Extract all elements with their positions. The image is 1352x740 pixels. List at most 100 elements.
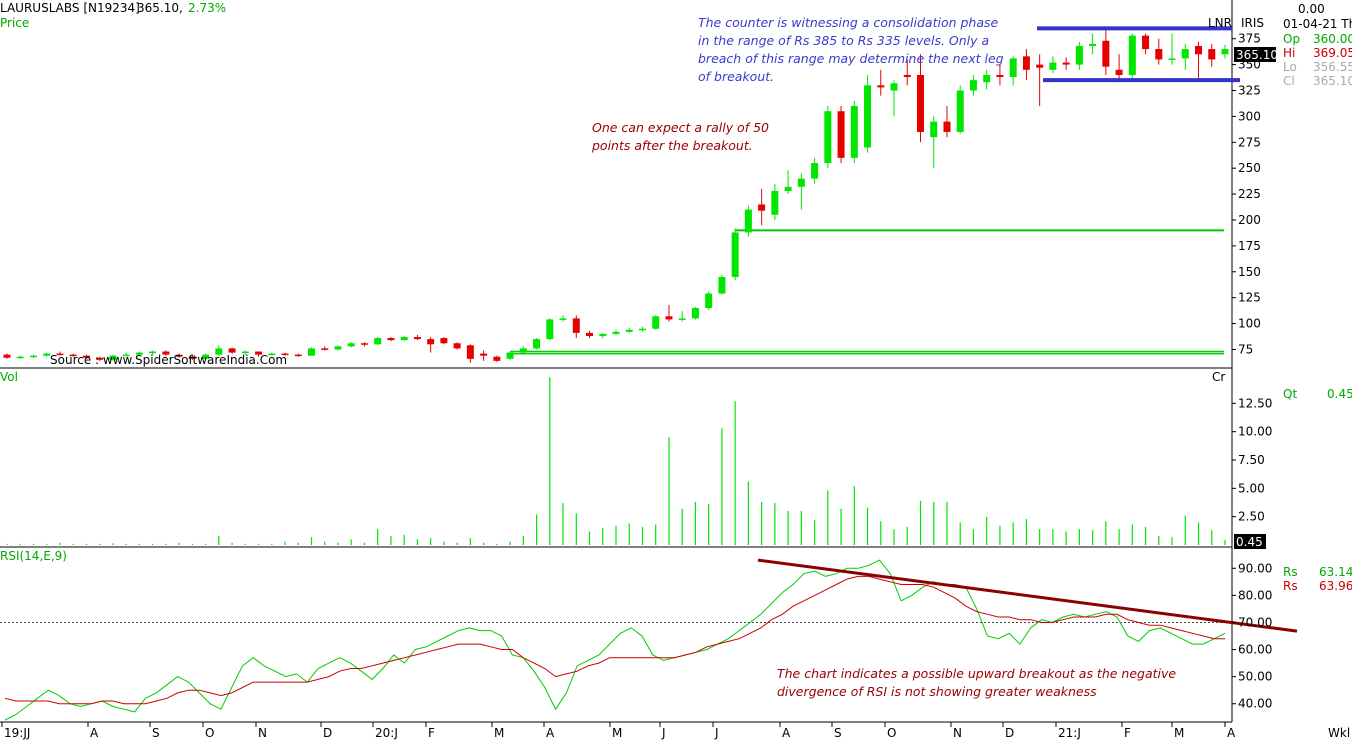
rsi-lines [0,558,1298,721]
price-tick-label: 225 [1238,187,1261,201]
candle-body [599,333,607,336]
candle-body [387,338,395,341]
candle-body [612,331,620,334]
open-label: Op [1283,32,1300,46]
last-price-box [1234,47,1276,62]
candle-body [652,316,660,329]
time-tick-label: O [205,726,214,740]
rsi-signal-value: 63.96 [1319,579,1352,593]
time-tick-label: F [428,726,435,740]
rsi-note-line-2: divergence of RSI is not showing greater… [777,684,1097,699]
consolidation-line-2: in the range of Rs 385 to Rs 335 levels.… [698,33,989,48]
support-lines [510,229,1224,355]
rsi-tick-label: 40.00 [1238,697,1272,711]
candle-body [427,339,435,345]
consolidation-line-4: of breakout. [698,69,774,84]
candle-body [16,356,24,359]
chart-symbol: LAURUSLABS [N19234] [0,1,140,15]
candle-body [321,348,329,350]
volume-tick-label: 12.50 [1238,396,1272,410]
price-tick-label: 250 [1238,161,1261,175]
rsi-tick-label: 70.00 [1238,615,1272,629]
candle-body [202,354,210,359]
candle-body [1208,49,1216,60]
rsi-annotation: The chart indicates a possible upward br… [777,666,1176,699]
candle-body [533,339,541,349]
candle-body [784,186,792,191]
candle-body [1115,69,1123,75]
candle-body [1075,45,1083,65]
candle-body [480,353,488,356]
candle-body [996,74,1004,78]
volume-tick-label: 2.50 [1238,510,1265,524]
candle-body [1009,58,1017,78]
candle-body [546,319,554,340]
candle-body [82,355,90,358]
lnr-label: LNR [1208,16,1232,30]
price-tick-label: 275 [1238,135,1261,149]
candle-body [400,337,408,341]
candle-body [241,351,249,354]
candle-body [1168,58,1176,60]
rsi-signal-line [4,575,1225,705]
candle-body [1181,49,1189,59]
price-tick-label: 375 [1238,32,1261,46]
candle-body [731,232,739,277]
candle-body [758,204,766,211]
iris-label: IRIS [1241,16,1264,30]
rsi-axis-ticks: 40.00 50.00 60.00 70.00 80.00 90.00 [1232,561,1272,711]
price-label: Price [0,16,29,30]
consolidation-channel [1037,26,1240,83]
time-tick-label: N [258,726,267,740]
candle-body [69,354,77,357]
rsi-signal-label: Rs [1283,579,1298,593]
price-tick-label: 150 [1238,265,1261,279]
time-tick-label: F [1124,726,1131,740]
candle-body [255,351,263,355]
candle-body [586,332,594,336]
consolidation-annotation: The counter is witnessing a consolidatio… [698,15,1004,84]
close-label: Cl [1283,74,1295,88]
candle-body [625,329,633,332]
rally-annotation: One can expect a rally of 50 points afte… [591,120,769,153]
candle-body [3,354,11,358]
candle-body [1221,49,1229,55]
volume-tick-label: 7.50 [1238,453,1265,467]
rsi-tick-label: 80.00 [1238,588,1272,602]
price-tick-label: 100 [1238,317,1261,331]
rsi-note-line-1: The chart indicates a possible upward br… [777,666,1176,681]
candle-body [268,353,276,356]
time-tick-label: 19:JJ [4,726,30,740]
time-tick-label: O [887,726,896,740]
time-tick-label: A [782,726,791,740]
price-change: 2.73% [188,1,226,15]
rsi-line [4,559,1226,721]
candle-body [374,338,382,345]
candle-body [1128,35,1136,75]
candle-body [771,190,779,215]
candle-body [1195,45,1203,55]
price-tick-label: 200 [1238,213,1261,227]
volume-label: Vol [0,370,18,384]
volume-axis-ticks: 2.50 5.00 7.50 10.00 12.50 [1232,396,1272,524]
candle-body [519,348,527,353]
last-price: 365.10, [137,1,183,15]
time-tick-label: S [152,726,160,740]
time-tick-label: N [953,726,962,740]
candle-body [96,357,104,360]
time-tick-label: A [1227,726,1236,740]
candle-body [347,343,355,347]
time-tick-label: A [90,726,99,740]
low-label: Lo [1283,60,1297,74]
candle-body [718,276,726,294]
volume-tick-label: 10.00 [1238,425,1272,439]
price-tick-label: 325 [1238,84,1261,98]
date-label: 01-04-21 Th [1283,17,1352,31]
rsi-value-label: Rs [1283,565,1298,579]
time-tick-label: 20:J [375,726,398,740]
close-value: 365.10 [1313,74,1352,88]
price-tick-label: 300 [1238,109,1261,123]
volume-last-box-text: 0.45 [1236,535,1263,549]
time-tick-label: J [661,726,666,740]
